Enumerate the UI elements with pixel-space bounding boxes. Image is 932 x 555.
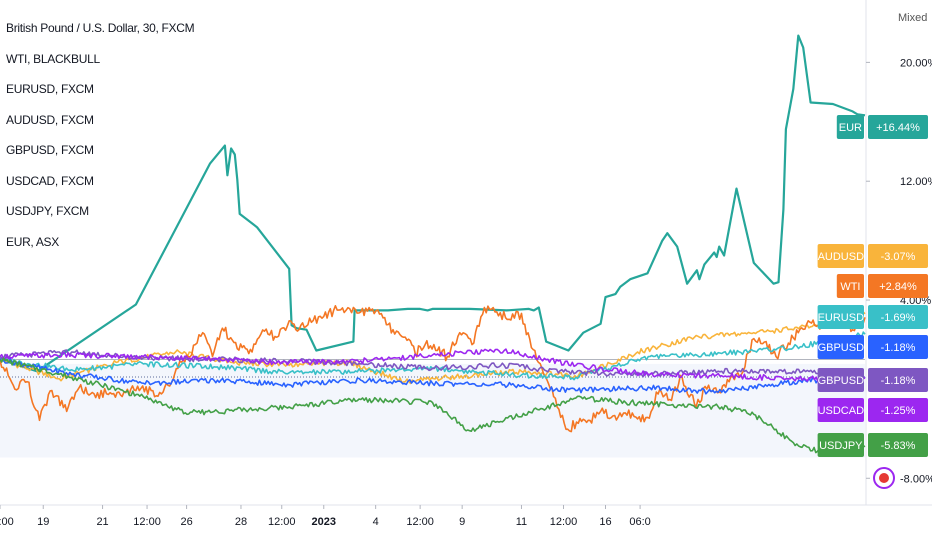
x-tick-label: 9 bbox=[459, 516, 465, 528]
series-value-tag-text: -1.18% bbox=[881, 375, 916, 387]
series-line-gbpusd-5 bbox=[0, 349, 866, 380]
x-tick-label: 12:00 bbox=[133, 516, 161, 528]
x-tick-label: 16 bbox=[599, 516, 611, 528]
series-value-tag[interactable] bbox=[868, 433, 928, 457]
series-name-tag[interactable] bbox=[817, 244, 864, 268]
currency-badge-icon-dot bbox=[879, 473, 889, 483]
series-value-tag-text: -3.07% bbox=[881, 251, 916, 263]
legend-item-gbpusd-main[interactable]: British Pound / U.S. Dollar, 30, FXCM bbox=[6, 21, 195, 35]
series-value-tag[interactable] bbox=[868, 115, 928, 139]
legend-item-gbpusd[interactable]: GBPUSD, FXCM bbox=[6, 143, 94, 157]
series-name-tag-text: EUR bbox=[839, 122, 862, 134]
series-line-usdjpy-7 bbox=[0, 357, 866, 457]
series-value-tag[interactable] bbox=[868, 335, 928, 359]
series-value-tag-text: -5.83% bbox=[881, 440, 916, 452]
y-tick-label: 4.00% bbox=[900, 295, 931, 307]
x-tick-label: 06:0 bbox=[629, 516, 650, 528]
x-tick-label: 12:00 bbox=[268, 516, 296, 528]
series-name-tag[interactable] bbox=[836, 115, 864, 139]
x-tick-label: 28 bbox=[235, 516, 247, 528]
series-name-tag[interactable] bbox=[817, 398, 864, 422]
series-value-tag[interactable] bbox=[868, 368, 928, 392]
series-value-tag-text: +2.84% bbox=[879, 281, 917, 293]
legend-item-eur[interactable]: EUR, ASX bbox=[6, 234, 59, 249]
legend-item-wti[interactable]: WTI, BLACKBULL bbox=[6, 51, 100, 66]
series-name-tag-text: GBPUSD bbox=[818, 375, 865, 387]
series-value-tag[interactable] bbox=[868, 274, 928, 298]
x-tick-label: 12:00 bbox=[0, 516, 14, 528]
series-value-tag[interactable] bbox=[868, 305, 928, 329]
series-name-tag-text: GBPUSD bbox=[818, 342, 865, 354]
series-name-tag-text: USDJPY bbox=[819, 440, 863, 452]
series-name-tag[interactable] bbox=[836, 274, 864, 298]
x-tick-label: 12:00 bbox=[550, 516, 578, 528]
series-name-tag-text: EURUSD bbox=[818, 312, 865, 324]
series-line-gbpusd-4 bbox=[0, 357, 866, 395]
series-value-tag-text: -1.25% bbox=[881, 405, 916, 417]
x-tick-label: 19 bbox=[37, 516, 49, 528]
series-value-tag[interactable] bbox=[868, 398, 928, 422]
legend-item-audusd[interactable]: AUDUSD, FXCM bbox=[6, 112, 94, 127]
legend-item-eurusd[interactable]: EURUSD, FXCM bbox=[6, 82, 94, 96]
x-tick-label: 26 bbox=[180, 516, 192, 528]
series-value-tag-text: -1.69% bbox=[881, 312, 916, 324]
series-value-tag[interactable] bbox=[868, 244, 928, 268]
series-name-tag-text: USDCAD bbox=[818, 405, 865, 417]
series-value-tag-text: +16.44% bbox=[876, 122, 920, 134]
y-tick-label: -8.00% bbox=[900, 473, 932, 485]
x-tick-label: 21 bbox=[96, 516, 108, 528]
legend: British Pound / U.S. Dollar, 30, FXCM WT… bbox=[6, 18, 195, 262]
legend-item-usdcad[interactable]: USDCAD, FXCM bbox=[6, 173, 94, 188]
x-tick-label: 4 bbox=[373, 516, 379, 528]
x-tick-label: 11 bbox=[516, 516, 527, 528]
series-name-tag[interactable] bbox=[817, 335, 864, 359]
x-tick-label: 12:00 bbox=[406, 516, 434, 528]
series-name-tag-text: WTI bbox=[840, 281, 860, 293]
series-line-eur-0 bbox=[0, 34, 866, 373]
shaded-band bbox=[0, 363, 865, 458]
x-tick-label: 2023 bbox=[312, 516, 336, 528]
scale-mode-label[interactable]: Mixed bbox=[898, 12, 928, 24]
series-name-tag-text: AUDUSD bbox=[818, 251, 865, 263]
series-name-tag[interactable] bbox=[817, 305, 864, 329]
series-value-tag-text: -1.18% bbox=[881, 342, 916, 354]
series-name-tag[interactable] bbox=[817, 368, 864, 392]
series-line-usdcad-6 bbox=[0, 348, 866, 382]
y-tick-label: 12.00% bbox=[900, 176, 932, 188]
series-name-tag[interactable] bbox=[817, 433, 864, 457]
y-tick-label: 20.00% bbox=[900, 57, 932, 69]
legend-item-usdjpy[interactable]: USDJPY, FXCM bbox=[6, 204, 89, 218]
